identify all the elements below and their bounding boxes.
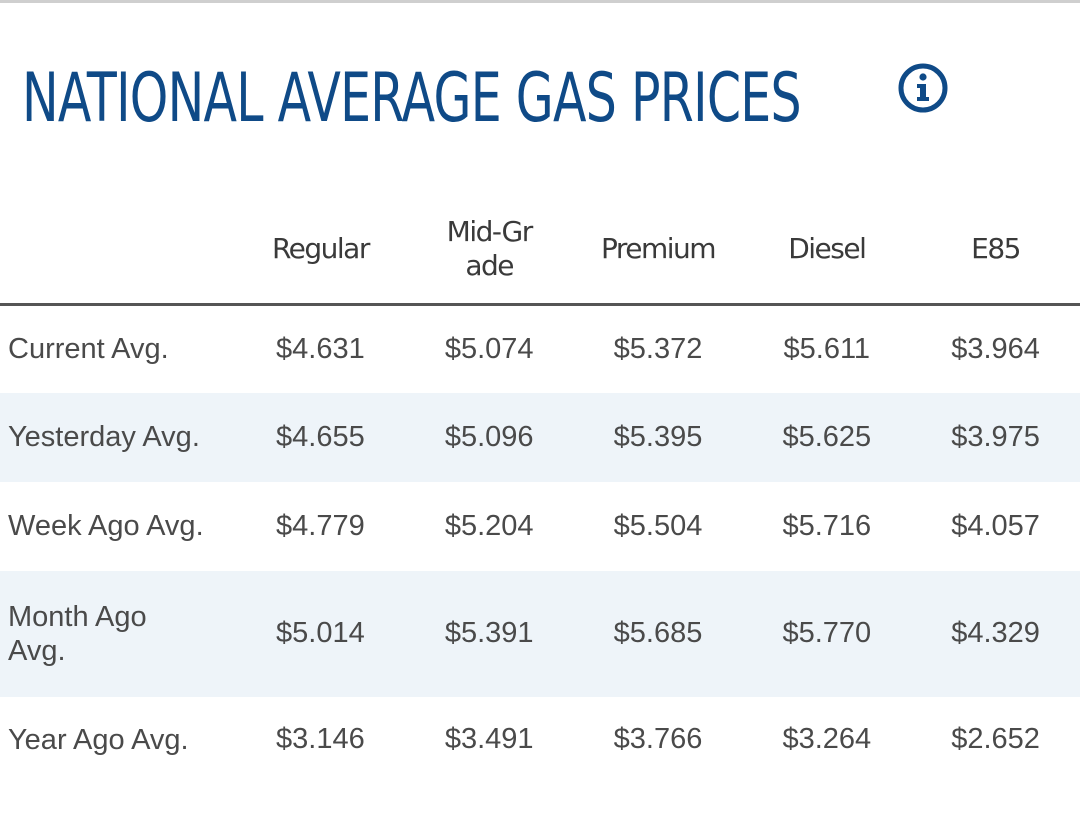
column-header-mid-grade: Mid-Grade [404,195,574,306]
price-cell: $5.504 [613,509,703,542]
price-cell: $2.652 [951,723,1040,755]
price-cell: $4.057 [951,509,1040,542]
price-cell: $5.391 [404,570,574,697]
table-header-row: Regular Mid-Grade Premium Diesel E85 [0,195,1080,306]
price-cell: $5.395 [573,392,743,482]
page-title: NATIONAL AVERAGE GAS PRICES [22,59,802,138]
price-cell: $3.964 [951,332,1040,365]
column-header-diesel: Diesel [742,195,912,306]
price-cell: $3.264 [782,723,872,755]
table-row: Year Ago Avg. $3.146 $3.491 $3.766 $3.26… [0,697,1080,783]
price-cell: $5.372 [613,332,703,365]
price-cell: $5.096 [404,392,574,482]
info-circle-icon[interactable] [897,62,949,114]
row-label: Current Avg. [8,333,169,366]
price-cell: $5.014 [236,570,405,697]
price-cell: $4.655 [236,392,405,482]
gas-prices-table: Regular Mid-Grade Premium Diesel E85 Cur… [0,195,1080,783]
price-cell: $4.779 [276,509,365,542]
price-cell: $3.975 [911,392,1080,482]
price-cell: $5.685 [573,570,743,697]
table-row: Yesterday Avg. $4.655 $5.096 $5.395 $5.6… [0,392,1080,482]
price-cell: $5.625 [742,392,912,482]
price-cell: $4.631 [276,332,365,365]
table-row: Week Ago Avg. $4.779 $5.204 $5.504 $5.71… [0,482,1080,571]
column-header-label [0,195,236,306]
column-header-regular: Regular [236,195,405,306]
price-cell: $5.074 [444,332,534,365]
price-cell: $3.491 [444,723,534,755]
price-cell: $5.716 [782,509,872,542]
column-header-e85: E85 [911,195,1080,306]
price-cell: $3.766 [613,723,703,755]
price-cell: $4.329 [911,570,1080,697]
table-row: Month Ago Avg. $5.014 $5.391 $5.685 $5.7… [0,570,1080,697]
row-label: Week Ago Avg. [8,510,204,542]
row-label: Yesterday Avg. [0,392,236,482]
price-cell: $3.146 [276,723,365,755]
price-cell: $5.770 [742,570,912,697]
table-row: Current Avg. $4.631 $5.074 $5.372 $5.611… [0,305,1080,393]
row-label: Month Ago Avg. [0,570,236,697]
top-divider [0,0,1080,3]
row-label: Year Ago Avg. [8,723,189,756]
column-header-premium: Premium [573,195,743,306]
price-cell: $5.204 [444,509,534,542]
price-cell: $5.611 [783,332,871,365]
page-header: NATIONAL AVERAGE GAS PRICES [22,60,1080,150]
